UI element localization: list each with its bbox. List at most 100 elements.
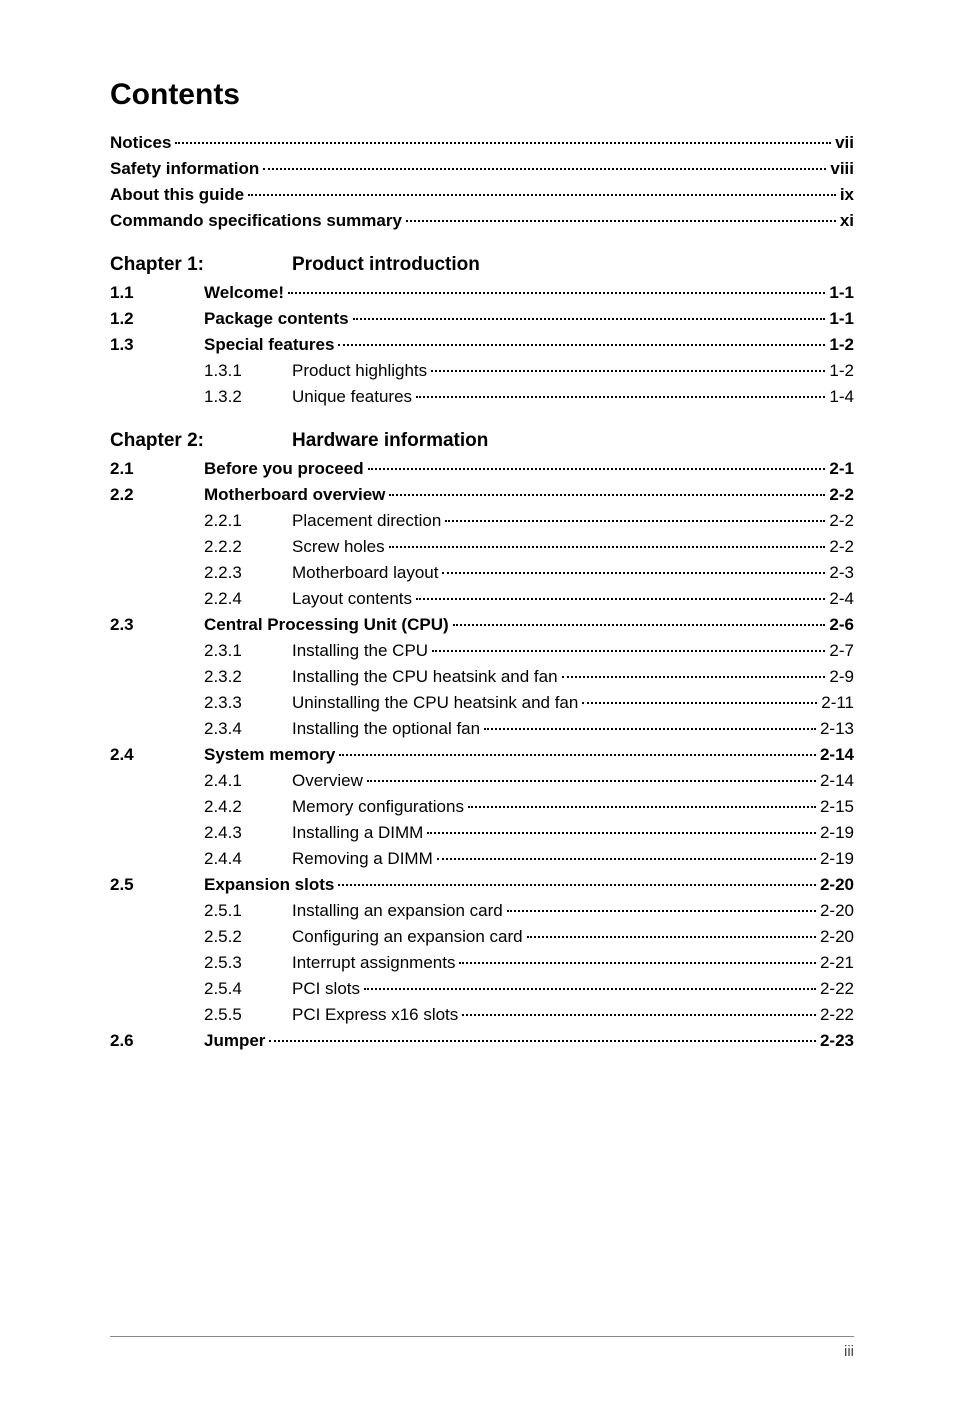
toc-page: viii [830, 159, 854, 179]
toc-row: 2.3.2Installing the CPU heatsink and fan… [110, 664, 854, 690]
toc-row: 1.3Special features1-2 [110, 332, 854, 358]
toc-number: 2.2.1 [204, 511, 292, 531]
toc-number: 2.4.3 [204, 823, 292, 843]
toc-leader [562, 676, 826, 678]
toc-number: 1.3.1 [204, 361, 292, 381]
toc-label: Unique features [292, 387, 412, 407]
toc-row: 2.6Jumper2-23 [110, 1028, 854, 1054]
toc-row: 1.3.1Product highlights1-2 [110, 358, 854, 384]
chapters-list: Chapter 1:Product introduction1.1Welcome… [110, 254, 854, 1054]
toc-leader [468, 806, 816, 808]
toc-number: 2.4.1 [204, 771, 292, 791]
footer-page-number: iii [844, 1343, 854, 1360]
toc-label: System memory [204, 745, 335, 765]
toc-page: 2-4 [829, 589, 854, 609]
toc-label: Installing a DIMM [292, 823, 423, 843]
toc-leader [389, 494, 825, 496]
toc-label: PCI slots [292, 979, 360, 999]
toc-label: PCI Express x16 slots [292, 1005, 458, 1025]
toc-leader [339, 754, 816, 756]
toc-leader [338, 344, 825, 346]
toc-label: Layout contents [292, 589, 412, 609]
chapter-title: Hardware information [292, 430, 488, 452]
toc-number: 1.3.2 [204, 387, 292, 407]
toc-row: Safety information viii [110, 156, 854, 182]
toc-page: 2-3 [829, 563, 854, 583]
page-footer: iii [110, 1336, 854, 1360]
toc-row: 1.2Package contents1-1 [110, 306, 854, 332]
chapter-name: Chapter 2: [110, 430, 292, 452]
contents-title: Contents [110, 78, 854, 112]
toc-leader [507, 910, 816, 912]
toc-row: 2.2.4Layout contents2-4 [110, 586, 854, 612]
toc-leader [368, 468, 826, 470]
toc-label: Removing a DIMM [292, 849, 433, 869]
page: Contents Noticesvii Safety information vii… [0, 0, 954, 1406]
toc-row: 2.4System memory2-14 [110, 742, 854, 768]
toc-page: 2-2 [829, 485, 854, 505]
toc-page: 2-9 [829, 667, 854, 687]
toc-number: 1.1 [110, 283, 204, 303]
toc-page: 2-21 [820, 953, 854, 973]
toc-row: 2.3.4Installing the optional fan2-13 [110, 716, 854, 742]
toc-row: Commando specifications summaryxi [110, 208, 854, 234]
toc-label: Jumper [204, 1031, 265, 1051]
toc-row: About this guideix [110, 182, 854, 208]
toc-number: 2.3.3 [204, 693, 292, 713]
toc-page: 2-14 [820, 745, 854, 765]
toc-number: 2.5 [110, 875, 204, 895]
toc-label: Placement direction [292, 511, 441, 531]
toc-page: 1-1 [829, 309, 854, 329]
chapter-heading: Chapter 2:Hardware information [110, 430, 854, 452]
toc-leader [431, 370, 825, 372]
toc-page: 2-20 [820, 927, 854, 947]
toc-leader [416, 598, 825, 600]
toc-number: 2.5.5 [204, 1005, 292, 1025]
toc-row: 2.5.3Interrupt assignments 2-21 [110, 950, 854, 976]
toc-row: Noticesvii [110, 130, 854, 156]
toc-label: Installing an expansion card [292, 901, 503, 921]
toc-page: 2-22 [820, 979, 854, 999]
front-matter-list: Noticesvii Safety information viii About th… [110, 130, 854, 234]
toc-page: 1-4 [829, 387, 854, 407]
toc-label: Safety information [110, 159, 259, 179]
toc-label: Product highlights [292, 361, 427, 381]
toc-row: 1.1Welcome!1-1 [110, 280, 854, 306]
toc-leader [406, 220, 836, 222]
toc-leader [288, 292, 825, 294]
toc-page: vii [835, 133, 854, 153]
toc-number: 1.3 [110, 335, 204, 355]
toc-leader [442, 572, 825, 574]
toc-leader [462, 1014, 816, 1016]
toc-row: 2.4.4Removing a DIMM2-19 [110, 846, 854, 872]
toc-page: 2-15 [820, 797, 854, 817]
toc-leader [459, 962, 816, 964]
toc-label: Central Processing Unit (CPU) [204, 615, 449, 635]
toc-label: Installing the CPU heatsink and fan [292, 667, 558, 687]
toc-leader [527, 936, 816, 938]
toc-label: Motherboard layout [292, 563, 438, 583]
toc-page: 1-1 [829, 283, 854, 303]
toc-label: Before you proceed [204, 459, 364, 479]
toc-label: Commando specifications summary [110, 211, 402, 231]
toc-label: Interrupt assignments [292, 953, 455, 973]
toc-label: Configuring an expansion card [292, 927, 523, 947]
toc-label: About this guide [110, 185, 244, 205]
toc-page: 2-22 [820, 1005, 854, 1025]
toc-page: 2-19 [820, 823, 854, 843]
toc-row: 2.2.3Motherboard layout 2-3 [110, 560, 854, 586]
toc-number: 2.2.3 [204, 563, 292, 583]
toc-leader [453, 624, 826, 626]
toc-number: 2.3.4 [204, 719, 292, 739]
toc-page: 2-1 [829, 459, 854, 479]
toc-leader [269, 1040, 816, 1042]
toc-number: 2.4.2 [204, 797, 292, 817]
toc-label: Special features [204, 335, 334, 355]
toc-number: 2.3.2 [204, 667, 292, 687]
toc-label: Motherboard overview [204, 485, 385, 505]
toc-number: 2.5.3 [204, 953, 292, 973]
toc-leader [353, 318, 826, 320]
toc-number: 2.2.2 [204, 537, 292, 557]
toc-row: 2.5.5PCI Express x16 slots 2-22 [110, 1002, 854, 1028]
toc-page: 2-7 [829, 641, 854, 661]
